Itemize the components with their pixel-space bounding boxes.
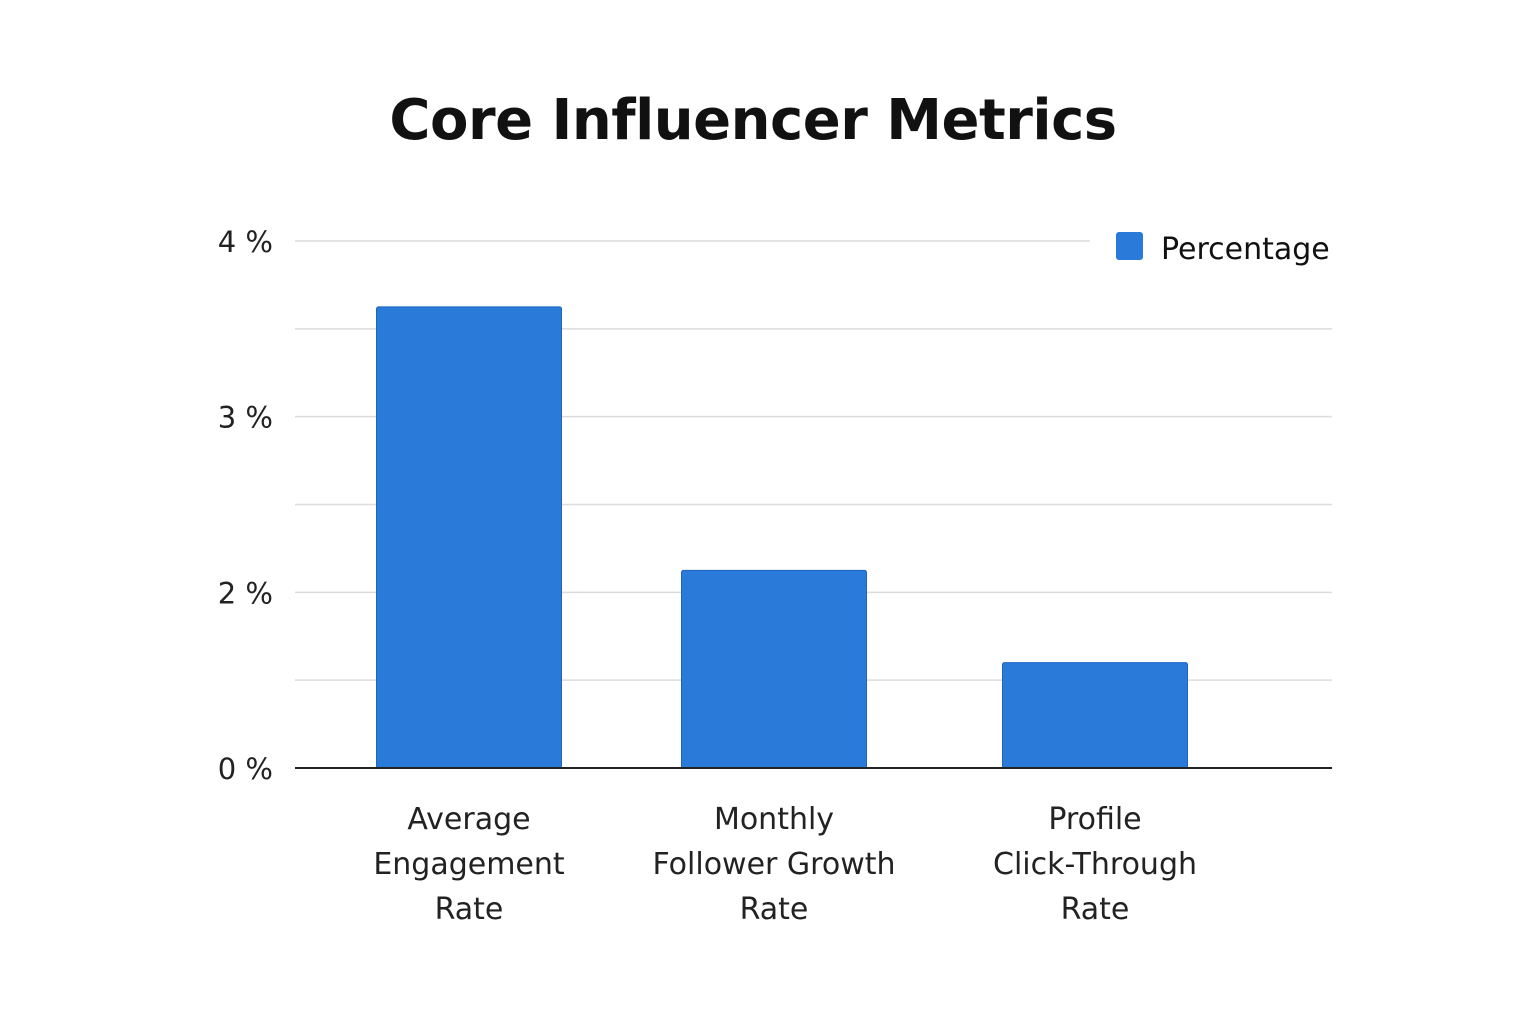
x-category-label: Profile Click-Through Rate (993, 802, 1197, 927)
x-tick-label-line: Profile (1048, 802, 1141, 837)
x-tick-label-line: Rate (740, 892, 809, 927)
bar-2 (681, 569, 867, 769)
legend-label: Percentage (1161, 232, 1330, 267)
x-tick-label-line: Average (407, 802, 530, 837)
y-tick-label: 4 % (218, 225, 273, 259)
bar-3 (1002, 662, 1188, 769)
y-tick-label: 0 % (218, 752, 273, 786)
x-category-label: Monthly Follower Growth Rate (652, 802, 895, 927)
bar-1 (376, 306, 562, 769)
x-category-label: Average Engagement Rate (373, 802, 565, 927)
x-tick-label-line: Follower Growth (652, 847, 895, 882)
x-tick-label-line: Engagement (373, 847, 565, 882)
chart-title: Core Influencer Metrics (389, 88, 1117, 153)
x-tick-label-line: Rate (1061, 892, 1130, 927)
legend-swatch (1116, 232, 1143, 260)
x-tick-label-line: Monthly (714, 802, 834, 837)
legend: Percentage (1116, 232, 1330, 267)
y-tick-label: 2 % (218, 576, 273, 610)
x-tick-label-line: Rate (435, 892, 504, 927)
y-tick-label: 3 % (218, 401, 273, 435)
x-tick-label-line: Click-Through (993, 847, 1197, 882)
